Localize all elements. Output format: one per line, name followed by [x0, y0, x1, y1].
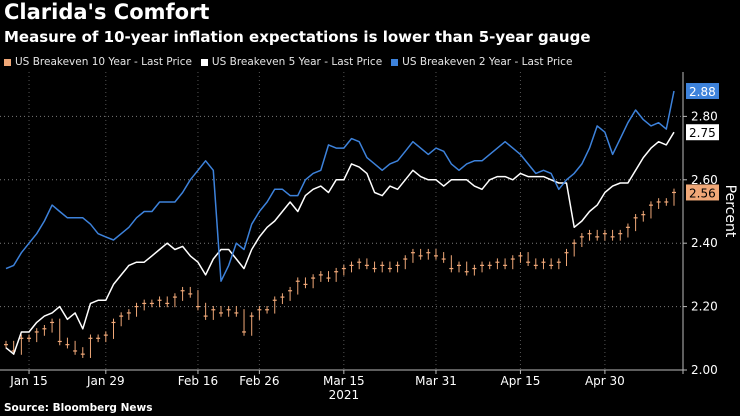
x-tick-label: Jan 29 [86, 374, 125, 388]
y-tick-label: 2.80 [691, 109, 718, 123]
legend: US Breakeven 10 Year - Last Price US Bre… [4, 55, 581, 69]
x-tick-label: Mar 31 [415, 374, 457, 388]
legend-item-5y: US Breakeven 5 Year - Last Price [200, 56, 383, 68]
y-tick-label: 2.40 [691, 236, 718, 250]
series-line-2y [5, 90, 675, 282]
series-line-5y [5, 131, 675, 355]
y-tick-label: 2.20 [691, 300, 718, 314]
legend-label-10y: US Breakeven 10 Year - Last Price [15, 56, 192, 68]
x-tick-label: Feb 26 [239, 374, 279, 388]
last-value-2y-text: 2.88 [689, 85, 716, 99]
x-tick-label: Apr 15 [501, 374, 541, 388]
y-tick-label: 2.00 [691, 363, 718, 377]
legend-item-2y: US Breakeven 2 Year - Last Price [391, 56, 572, 68]
x-tick-label: Mar 15 [323, 374, 365, 388]
x-tick-label: Apr 30 [585, 374, 625, 388]
last-value-5y-text: 2.75 [689, 126, 716, 140]
last-value-10y-text: 2.56 [689, 186, 716, 200]
last-value-2y-badge [686, 83, 719, 100]
chart-title: Clarida's Comfort [4, 0, 210, 24]
legend-swatch-5y [200, 58, 208, 66]
source-note: Source: Bloomberg News [4, 402, 153, 414]
x-tick-label: Jan 15 [9, 374, 48, 388]
legend-swatch-10y [4, 58, 11, 66]
y-axis-label: Percent [722, 185, 738, 238]
legend-label-5y: US Breakeven 5 Year - Last Price [211, 56, 383, 68]
last-value-5y-badge [686, 124, 719, 141]
legend-swatch-2y [391, 58, 399, 66]
last-value-10y-badge [686, 184, 719, 201]
chart-subtitle: Measure of 10-year inflation expectation… [4, 28, 591, 46]
legend-label-2y: US Breakeven 2 Year - Last Price [402, 56, 573, 68]
legend-item-10y: US Breakeven 10 Year - Last Price [4, 56, 192, 68]
x-tick-label: Feb 16 [178, 374, 218, 388]
x-year-label: 2021 [329, 388, 360, 402]
y-tick-label: 2.60 [691, 173, 718, 187]
